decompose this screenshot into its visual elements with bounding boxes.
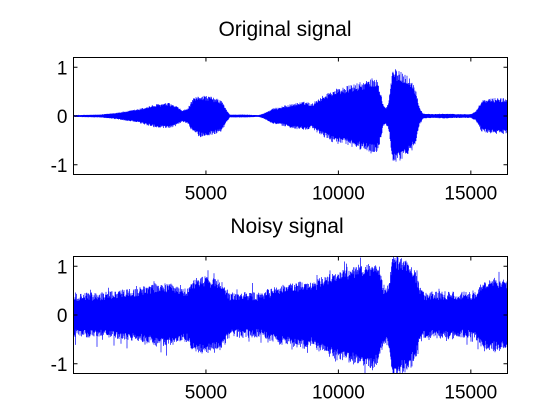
subplot-original-ticks: 5000 10000 15000 -1 0 1: [51, 57, 508, 205]
x-tick-label: 10000: [312, 383, 365, 404]
y-tick-label: 1: [57, 257, 68, 278]
subplot-original-title: Original signal: [218, 18, 351, 41]
subplot-original-plot-area: [73, 69, 508, 162]
waveform-series: [73, 69, 508, 162]
y-tick-label: 1: [57, 58, 68, 79]
y-tick-label: -1: [51, 156, 68, 177]
y-tick-label: 0: [57, 107, 68, 128]
waveform-series: [73, 256, 508, 374]
x-tick-label: 15000: [444, 184, 497, 205]
subplot-noisy: Noisy signal 5000 10000 15000 -1 0 1: [51, 215, 508, 404]
subplot-noisy-title: Noisy signal: [230, 215, 343, 238]
subplot-original: Original signal 5000 10000 15000 -1 0 1: [51, 18, 508, 205]
subplot-noisy-plot-area: [73, 256, 508, 374]
x-tick-label: 5000: [185, 184, 227, 205]
y-tick-label: -1: [51, 355, 68, 376]
x-tick-label: 15000: [444, 383, 497, 404]
x-tick-label: 10000: [312, 184, 365, 205]
subplot-noisy-ticks: 5000 10000 15000 -1 0 1: [51, 256, 508, 404]
y-tick-label: 0: [57, 306, 68, 327]
x-tick-label: 5000: [185, 383, 227, 404]
